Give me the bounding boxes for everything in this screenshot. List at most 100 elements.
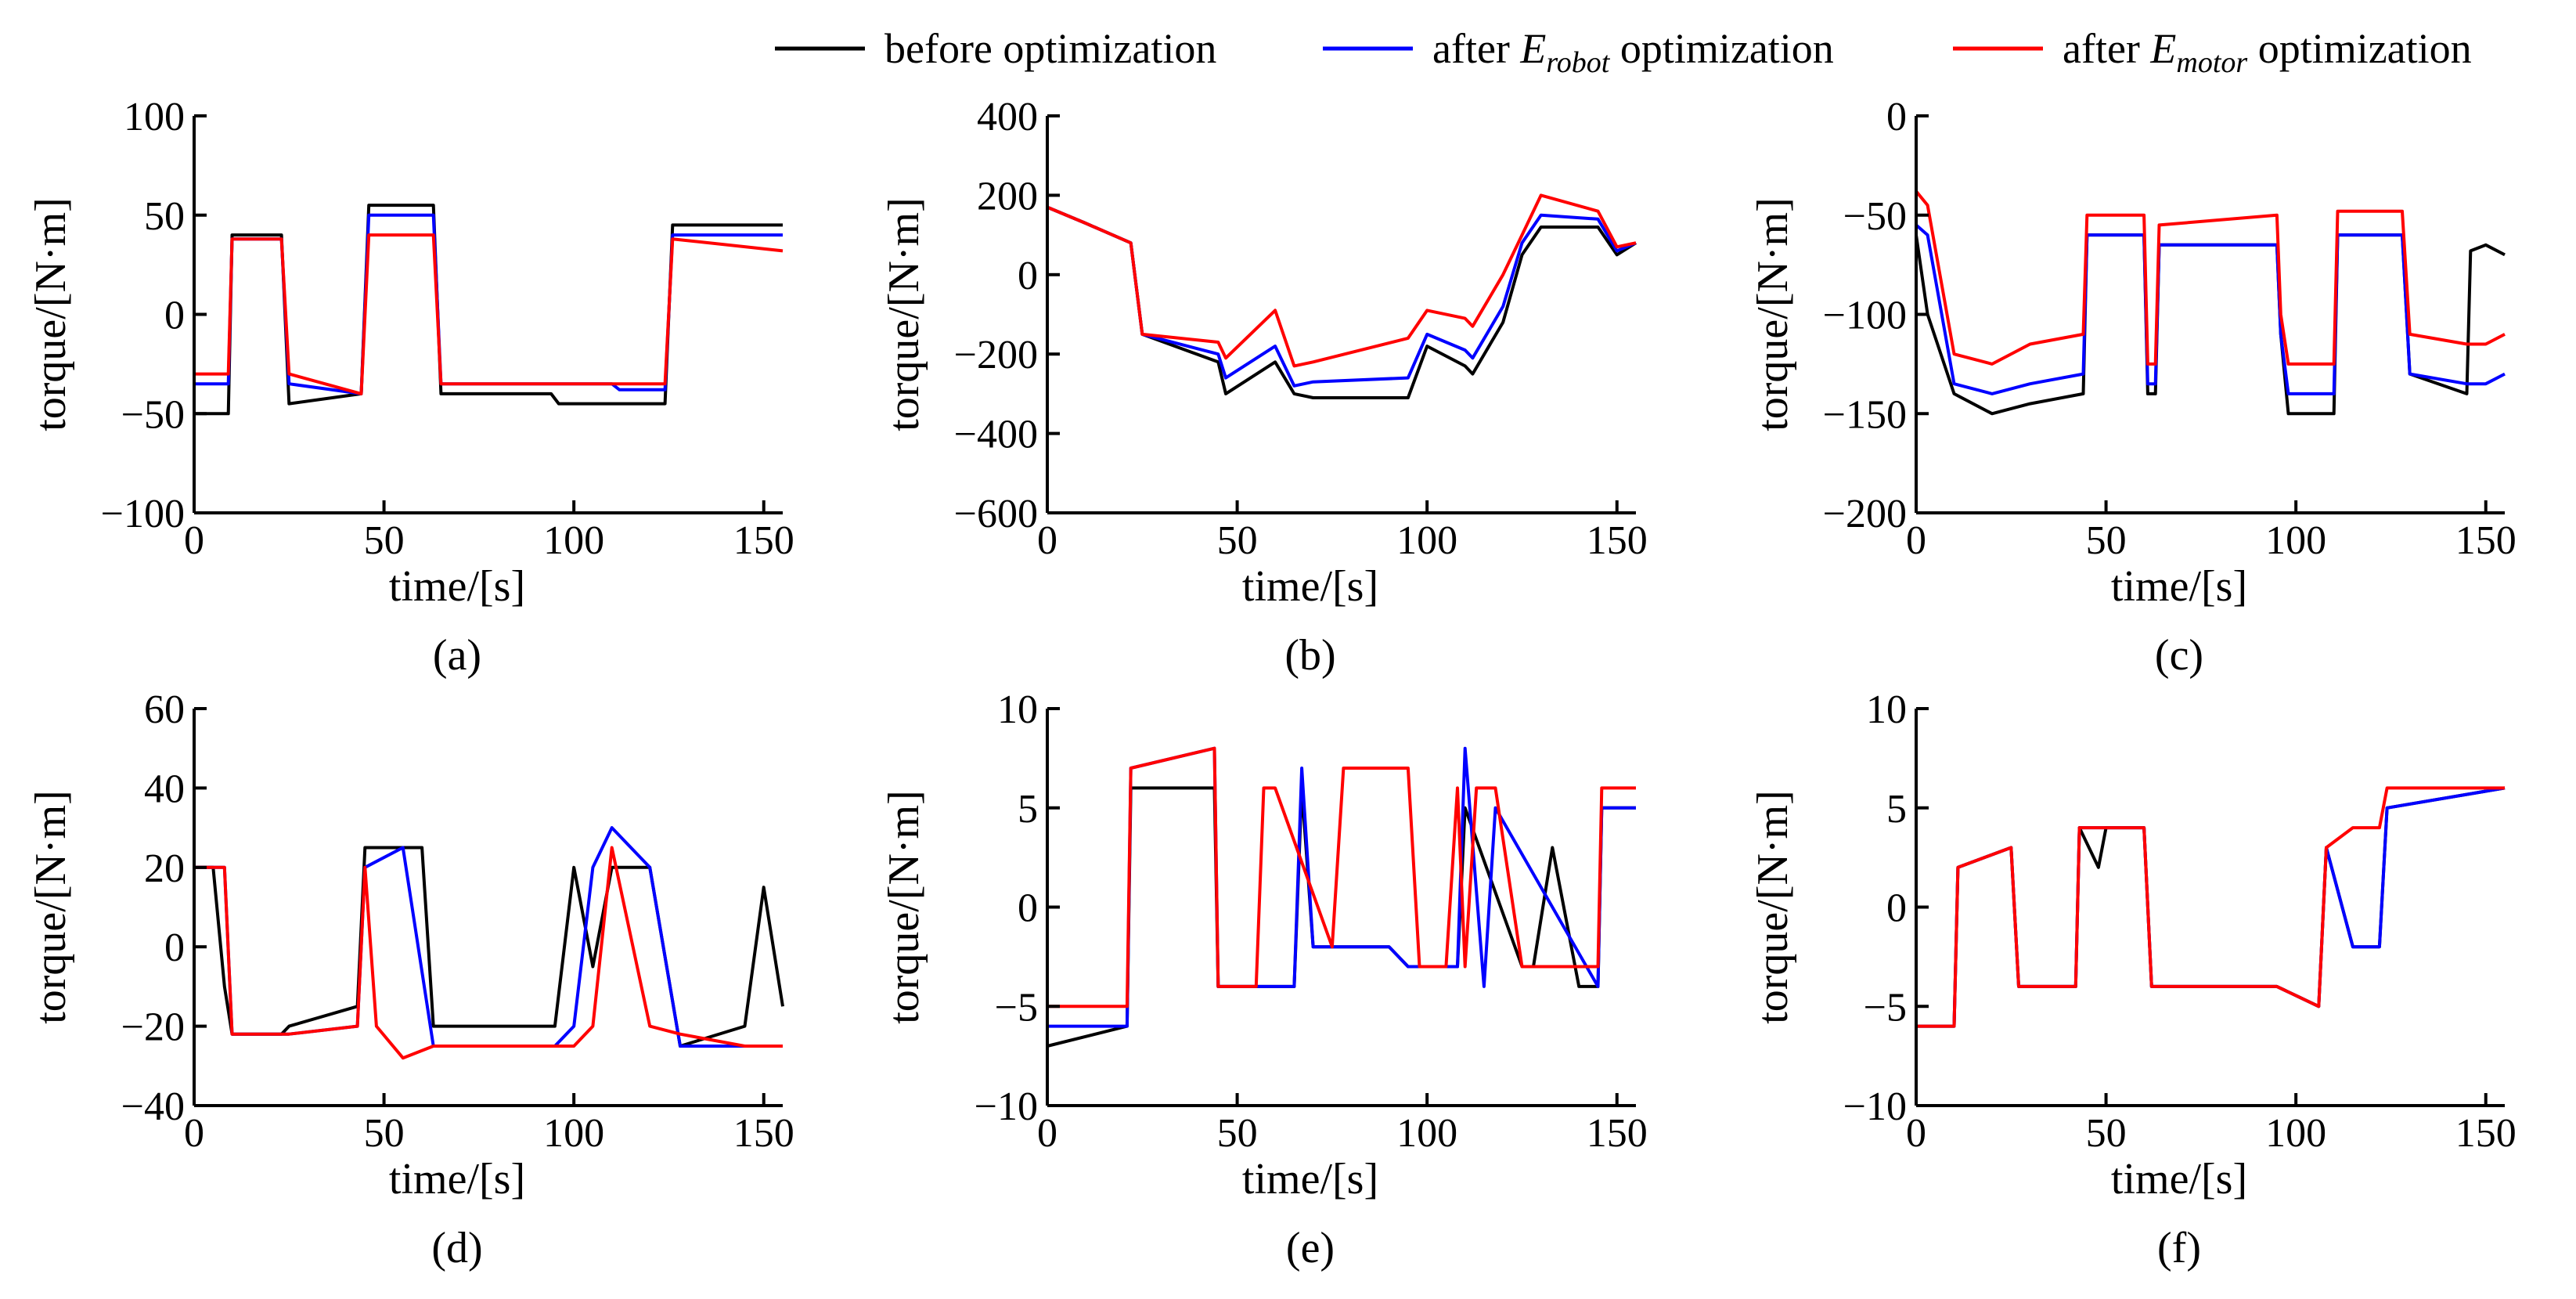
y-tick-label: 400 [977, 95, 1038, 139]
x-axis-label: time/[s] [389, 1155, 525, 1203]
y-axis-label: torque/[N·m] [1749, 197, 1797, 431]
series-line-0 [194, 846, 784, 1048]
x-tick-label: 100 [2265, 518, 2326, 563]
series-line-2 [194, 233, 784, 395]
y-tick-label: −10 [975, 1084, 1038, 1129]
series-line-2 [1047, 193, 1637, 368]
y-axis-label: torque/[N·m] [27, 197, 75, 431]
x-tick-label: 0 [184, 518, 204, 563]
series-line-2 [1047, 746, 1636, 1009]
y-tick-label: 0 [164, 926, 185, 970]
legend-subscript: motor [2176, 46, 2247, 79]
x-tick-label: 0 [1037, 518, 1057, 563]
x-tick-label: 150 [733, 1111, 794, 1156]
x-tick-label: 0 [1906, 518, 1926, 563]
y-axis-label: torque/[N·m] [1749, 790, 1797, 1024]
x-tick-label: 50 [364, 518, 405, 563]
x-tick-label: 100 [1396, 518, 1457, 563]
x-axis-label: time/[s] [1242, 1155, 1378, 1203]
legend-label: after Erobot optimization [1432, 25, 1834, 79]
legend-label-text: after [1432, 25, 1520, 72]
chart-panel-2: −200 −150 −100 −50 0 0 50 100 150 time/[s] torque/… [1749, 95, 2517, 680]
y-tick-label: 0 [1018, 254, 1038, 298]
series-line-0 [1916, 786, 2506, 1028]
x-tick-label: 150 [733, 518, 794, 563]
y-tick-label: −600 [954, 492, 1038, 536]
panel-caption: (a) [433, 631, 481, 680]
y-tick-label: 20 [144, 846, 185, 891]
series-line-0 [1047, 205, 1637, 399]
y-tick-label: 40 [144, 767, 185, 811]
y-tick-label: −5 [1864, 985, 1907, 1030]
x-tick-label: 100 [2265, 1111, 2326, 1156]
y-tick-label: 0 [164, 294, 185, 338]
legend-label: after Emotor optimization [2063, 25, 2472, 79]
series-line-2 [194, 846, 783, 1060]
series-line-2 [1915, 190, 2506, 366]
legend-item-0: before optimization [775, 25, 1216, 72]
y-tick-label: 10 [1866, 687, 1907, 732]
x-tick-label: 100 [1396, 1111, 1457, 1156]
chart-panel-0: −100 −50 0 50 100 0 50 100 150 time/[s] torque/[N·… [27, 95, 794, 680]
x-tick-label: 50 [1217, 518, 1258, 563]
x-axis-label: time/[s] [2111, 562, 2247, 611]
panel-caption: (b) [1284, 631, 1335, 680]
series-line-2 [1916, 786, 2505, 1028]
x-tick-label: 0 [1037, 1111, 1057, 1156]
y-tick-label: 0 [1886, 95, 1907, 139]
y-tick-label: 5 [1886, 787, 1907, 832]
y-tick-label: −50 [1843, 194, 1907, 239]
y-tick-label: −150 [1823, 392, 1907, 437]
panel-caption: (e) [1286, 1224, 1335, 1272]
legend-symbol: E [1519, 25, 1546, 72]
y-tick-label: −200 [954, 333, 1038, 377]
legend-symbol: E [2149, 25, 2176, 72]
series-line-0 [1915, 233, 2506, 416]
x-tick-label: 0 [184, 1111, 204, 1156]
y-tick-label: −5 [995, 985, 1038, 1030]
series-line-1 [1915, 223, 2506, 395]
x-tick-label: 50 [364, 1111, 405, 1156]
legend-item-1: after Erobot optimization [1323, 25, 1834, 79]
y-tick-label: −40 [121, 1084, 185, 1129]
x-tick-label: 50 [2086, 1111, 2127, 1156]
y-tick-label: −400 [954, 413, 1038, 457]
y-tick-label: 200 [977, 174, 1038, 218]
x-tick-label: 150 [1587, 1111, 1648, 1156]
y-axis-label: torque/[N·m] [27, 790, 75, 1024]
legend-subscript: robot [1546, 46, 1610, 79]
x-tick-label: 0 [1906, 1111, 1926, 1156]
legend-label-text: after [2063, 25, 2150, 72]
y-tick-label: 5 [1018, 787, 1038, 832]
panel-caption: (f) [2157, 1224, 2201, 1272]
series-line-1 [1047, 205, 1637, 388]
y-tick-label: −10 [1843, 1084, 1907, 1129]
y-tick-label: −20 [121, 1005, 185, 1050]
y-axis-label: torque/[N·m] [880, 197, 928, 431]
legend: before optimization after Erobot optimiza… [775, 25, 2472, 79]
y-tick-label: −200 [1823, 492, 1907, 536]
x-axis-label: time/[s] [2111, 1155, 2247, 1203]
x-tick-label: 150 [1587, 518, 1648, 563]
panel-caption: (c) [2155, 631, 2203, 680]
series-line-1 [194, 826, 783, 1048]
chart-panel-3: −40 −20 0 20 40 60 0 50 100 150 time/[s] torque/[N·… [27, 687, 794, 1272]
series-line-0 [1047, 786, 1636, 1048]
legend-label-suffix: optimization [2247, 25, 2471, 72]
panel-caption: (d) [431, 1224, 482, 1272]
y-tick-label: 0 [1886, 886, 1907, 931]
x-tick-label: 150 [2455, 518, 2517, 563]
y-tick-label: −100 [101, 492, 185, 536]
series-line-1 [1916, 786, 2506, 1028]
y-tick-label: 10 [997, 687, 1038, 732]
legend-label-text: before optimization [884, 25, 1216, 72]
legend-label-suffix: optimization [1609, 25, 1833, 72]
legend-label: before optimization [884, 25, 1216, 72]
x-axis-label: time/[s] [389, 562, 525, 611]
x-tick-label: 50 [2086, 518, 2127, 563]
y-tick-label: 50 [144, 194, 185, 239]
y-axis-label: torque/[N·m] [880, 790, 928, 1024]
y-tick-label: −100 [1823, 294, 1907, 338]
x-tick-label: 50 [1217, 1111, 1258, 1156]
